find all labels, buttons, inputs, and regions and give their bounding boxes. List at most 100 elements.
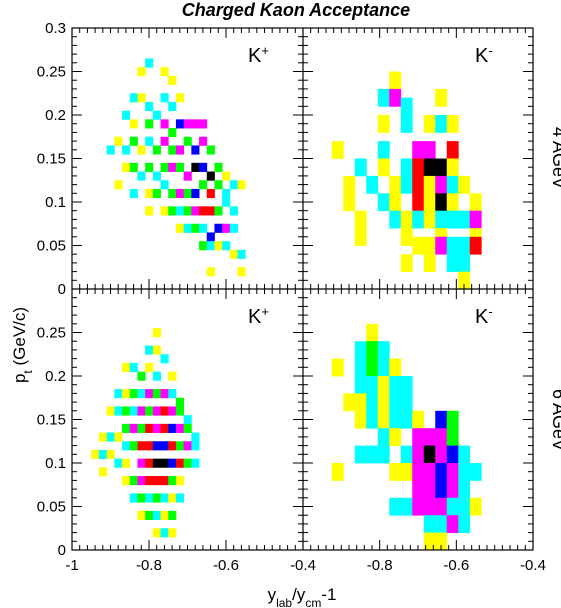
heatmap-cell <box>145 188 154 199</box>
heatmap-cell <box>191 162 200 172</box>
energy-labels: 4 AGeV 6 AGeV <box>549 127 561 451</box>
heatmap-cell <box>237 249 246 259</box>
heatmap-cell <box>129 389 138 399</box>
heatmap-cell <box>175 119 185 129</box>
heatmap-cell <box>160 136 169 146</box>
heatmap-cell <box>129 406 138 416</box>
heatmap-cell <box>183 223 192 233</box>
heatmap-cell <box>199 162 208 172</box>
heatmap-cell <box>152 389 161 399</box>
heatmap-cell <box>469 236 482 255</box>
heatmap-cell <box>106 449 115 460</box>
heatmap-cell <box>175 458 185 468</box>
heatmap-cell <box>175 223 185 233</box>
heatmap-cell <box>137 389 146 399</box>
heatmap-cell <box>152 528 161 538</box>
heatmap-cell <box>152 493 161 503</box>
heatmap-cell <box>222 241 231 251</box>
heatmap-cell <box>199 119 208 129</box>
heatmap-cell <box>435 236 448 255</box>
heatmap-cell <box>114 406 123 416</box>
heatmap-cell <box>145 406 154 416</box>
heatmap-cell <box>377 141 390 159</box>
heatmap-cell <box>129 423 138 433</box>
heatmap-cell <box>129 162 138 172</box>
heatmap-cell <box>435 463 448 481</box>
heatmap-cell <box>145 510 154 520</box>
heatmap-cell <box>168 423 177 433</box>
heatmap-cell <box>114 432 123 442</box>
y-tick-label: 0.1 <box>45 455 66 472</box>
y-tick-label: 0.25 <box>37 325 66 342</box>
heatmap-cell <box>435 497 448 516</box>
heatmap-cell <box>106 432 115 442</box>
heatmap-cell <box>183 119 192 129</box>
heatmap-cell <box>152 110 161 120</box>
heatmap-cell <box>114 180 123 190</box>
heatmap-cell <box>152 171 161 181</box>
heatmap-cell <box>423 463 436 481</box>
heatmap-cell <box>377 393 390 412</box>
heatmap-cell <box>129 441 138 451</box>
heatmap-cell <box>214 223 223 233</box>
heatmap-cell <box>183 423 192 433</box>
heatmap-cell <box>168 206 177 216</box>
heatmap-cell <box>354 158 367 177</box>
heatmap-cell <box>152 406 161 416</box>
heatmap-cell <box>435 532 448 551</box>
heatmap-cell <box>237 267 246 277</box>
heatmap-cell <box>175 188 185 199</box>
heatmap-cell <box>412 410 425 429</box>
heatmap-cell <box>412 497 425 516</box>
heatmap-cell <box>458 254 471 272</box>
heatmap-cell <box>423 236 436 255</box>
heatmap-cell <box>377 88 390 107</box>
particle-label: K- <box>475 304 493 329</box>
heatmap-cell <box>458 236 471 255</box>
heatmap-cell <box>168 406 177 416</box>
heatmap-cell <box>229 180 238 190</box>
heatmap-cell <box>423 515 436 533</box>
heatmap-cell <box>377 376 390 394</box>
heatmap-cell <box>168 441 177 451</box>
axis-ticks <box>71 27 534 551</box>
heatmap-cell <box>145 476 154 486</box>
y-tick-label: 0.05 <box>37 499 66 516</box>
heatmap-cell <box>98 467 108 477</box>
heatmap-cell <box>175 162 185 172</box>
heatmap-cell <box>168 371 177 381</box>
panel-k-minus-6agev <box>331 323 482 551</box>
heatmap-cell <box>145 423 154 433</box>
heatmap-cell <box>137 458 146 468</box>
heatmap-cell <box>469 210 482 229</box>
heatmap-cell <box>435 410 448 429</box>
heatmap-cell <box>160 528 169 538</box>
heatmap-cell <box>435 445 448 464</box>
heatmap-cell <box>114 389 123 399</box>
heatmap-cell <box>377 115 390 133</box>
heatmap-cell <box>122 476 131 486</box>
y-tick-label: 0.25 <box>37 64 66 81</box>
heatmap-cell <box>377 445 390 464</box>
x-tick-label: -1 <box>65 557 78 574</box>
heatmap-cell <box>145 389 154 399</box>
heatmap-cell <box>446 175 459 194</box>
heatmap-cell <box>389 210 402 229</box>
heatmap-cell <box>400 210 413 229</box>
heatmap-cell <box>145 101 154 112</box>
heatmap-cell <box>122 389 131 399</box>
heatmap-cell <box>343 393 356 412</box>
heatmap-cell <box>122 145 131 155</box>
heatmap-cell <box>446 115 459 133</box>
y-tick-label: 0.15 <box>37 412 66 429</box>
heatmap-cell <box>168 101 177 112</box>
heatmap-cell <box>354 445 367 464</box>
heatmap-cell <box>366 358 379 377</box>
heatmap-cell <box>152 476 161 486</box>
heatmap-cell <box>168 528 177 538</box>
heatmap-cell <box>389 358 402 377</box>
heatmap-cell <box>435 210 448 229</box>
y-tick-label: 0.05 <box>37 238 66 255</box>
y-tick-label: 0 <box>58 281 66 298</box>
heatmap-cell <box>222 171 231 181</box>
